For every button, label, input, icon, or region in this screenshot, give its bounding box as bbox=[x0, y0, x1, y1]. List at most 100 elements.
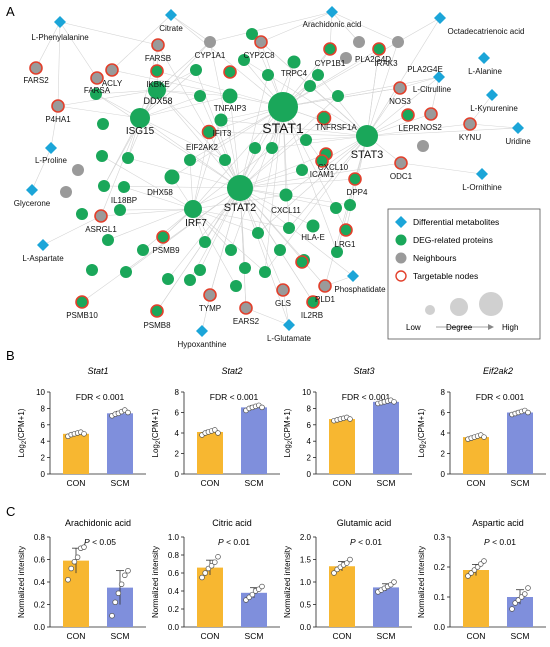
network-edge-150 bbox=[42, 215, 102, 246]
x-tick-label-eif2ak2-scm: SCM bbox=[511, 478, 530, 488]
protein-node-unlabeled-5 bbox=[190, 64, 202, 76]
protein-node-unlabeled-1 bbox=[262, 69, 274, 81]
metabolite-node-l-aspartate bbox=[37, 239, 49, 251]
legend-degree-bubble-high bbox=[479, 292, 503, 316]
network-edge-96 bbox=[57, 105, 141, 119]
legend-degree-low: Low bbox=[406, 323, 421, 332]
network-edge-30 bbox=[156, 89, 241, 189]
neighbour-node-cyp2c8 bbox=[254, 35, 268, 49]
neighbour-node-pla2g4e bbox=[392, 36, 404, 48]
neighbour-node-unlabeled-2 bbox=[340, 52, 352, 64]
y-tick-label-stat2-4: 8 bbox=[175, 388, 180, 397]
protein-node-unlabeled-31 bbox=[330, 202, 342, 214]
protein-node-il18bp bbox=[118, 181, 130, 193]
network-edge-77 bbox=[366, 123, 471, 137]
node-label-l-citrulline: L-Citrulline bbox=[413, 85, 452, 94]
y-tick-label-stat2-1: 2 bbox=[175, 450, 180, 459]
y-tick-label-stat2-0: 0 bbox=[175, 470, 180, 479]
protein-node-unlabeled-39 bbox=[194, 90, 206, 102]
network-edge-45 bbox=[239, 187, 354, 277]
protein-node-cyp1b1 bbox=[323, 42, 337, 56]
protein-node-dpp4 bbox=[348, 172, 362, 186]
network-edge-85 bbox=[271, 135, 368, 149]
metabolite-node-citrate bbox=[165, 9, 177, 21]
data-point-glutamic-acid-scm-5 bbox=[391, 579, 397, 585]
y-tick-label-arachidonic-acid-2: 0.4 bbox=[34, 578, 46, 587]
neighbour-node-unlabeled-1 bbox=[60, 186, 72, 198]
network-edge-31 bbox=[229, 95, 241, 189]
node-label-trpc4: TRPC4 bbox=[281, 69, 308, 78]
network-edge-120 bbox=[192, 208, 237, 287]
neighbour-node-nos3 bbox=[393, 81, 407, 95]
network-edge-171 bbox=[239, 187, 247, 309]
network-edge-95 bbox=[139, 44, 159, 119]
legend-symbol-differential-metabolites bbox=[395, 216, 407, 228]
node-label-dhx58: DHX58 bbox=[147, 188, 173, 197]
metabolite-node-octadecatrienoic-acid bbox=[434, 12, 446, 24]
network-edge-12 bbox=[111, 69, 284, 108]
node-label-phosphatidate: Phosphatidate bbox=[334, 285, 386, 294]
y-axis-label-glutamic-acid: Normalized intensity bbox=[283, 546, 292, 618]
network-edge-170 bbox=[239, 187, 284, 291]
protein-node-unlabeled-9 bbox=[274, 244, 286, 256]
chart-title-citric-acid: Citric acid bbox=[212, 518, 252, 528]
y-tick-label-eif2ak2-2: 4 bbox=[441, 429, 446, 438]
bar-stat3-scm bbox=[373, 401, 399, 474]
node-label-isg15: ISG15 bbox=[126, 126, 155, 137]
data-point-arachidonic-acid-scm-0 bbox=[109, 612, 115, 619]
data-point-stat2-scm-5 bbox=[259, 404, 265, 411]
node-label-acly: ACLY bbox=[102, 79, 123, 88]
metabolite-node-phosphatidate bbox=[347, 270, 359, 282]
data-point-stat3-con-5 bbox=[347, 416, 353, 422]
node-label-dpp4: DPP4 bbox=[347, 188, 368, 197]
y-tick-label-arachidonic-acid-0: 0.0 bbox=[34, 623, 46, 632]
y-tick-label-stat1-3: 6 bbox=[41, 421, 46, 430]
y-tick-label-eif2ak2-1: 2 bbox=[441, 450, 446, 459]
network-edge-15 bbox=[282, 76, 440, 108]
x-tick-label-stat3-scm: SCM bbox=[377, 478, 396, 488]
legend-degree-high: High bbox=[502, 323, 518, 332]
network-edge-143 bbox=[397, 17, 441, 43]
node-label-pla2g4d: PLA2G4D bbox=[355, 55, 391, 64]
data-point-arachidonic-acid-con-1 bbox=[68, 565, 74, 572]
protein-node-psmb8 bbox=[150, 304, 164, 318]
x-tick-label-aspartic-acid-scm: SCM bbox=[511, 631, 530, 641]
node-label-nos3: NOS3 bbox=[389, 97, 411, 106]
protein-node-unlabeled-35 bbox=[249, 142, 261, 154]
protein-node-unlabeled-25 bbox=[120, 266, 132, 278]
y-tick-label-aspartic-acid-1: 0.1 bbox=[434, 593, 446, 602]
node-label-p4ha1: P4HA1 bbox=[45, 115, 71, 124]
protein-node-unlabeled-22 bbox=[76, 208, 88, 220]
network-edge-22 bbox=[264, 106, 284, 273]
neighbour-node-nos2 bbox=[424, 107, 438, 121]
protein-node-unlabeled-2 bbox=[304, 80, 316, 92]
bar-eif2ak2-scm bbox=[507, 412, 533, 474]
x-tick-label-stat1-con: CON bbox=[67, 478, 86, 488]
protein-node-unlabeled-14 bbox=[331, 246, 343, 258]
network-edge-140 bbox=[331, 11, 360, 43]
protein-node-stat3 bbox=[356, 125, 378, 147]
x-tick-label-glutamic-acid-con: CON bbox=[333, 631, 352, 641]
node-label-lrg1: LRG1 bbox=[335, 240, 356, 249]
data-point-arachidonic-acid-scm-4 bbox=[122, 572, 128, 578]
protein-node-unlabeled-8 bbox=[252, 227, 264, 239]
data-point-arachidonic-acid-con-3 bbox=[74, 554, 81, 560]
network-edge-107 bbox=[192, 131, 210, 210]
protein-node-unlabeled-32 bbox=[114, 204, 126, 216]
chart-annotation-stat1: FDR < 0.001 bbox=[76, 392, 125, 402]
bar-stat1-con bbox=[63, 433, 89, 474]
protein-node-il2rb bbox=[306, 295, 320, 309]
protein-node-unlabeled-15 bbox=[219, 154, 231, 166]
network-edge-136 bbox=[111, 14, 172, 71]
network-edge-89 bbox=[288, 135, 368, 229]
network-edge-167 bbox=[81, 187, 241, 303]
protein-node-unlabeled-10 bbox=[225, 244, 237, 256]
network-edge-102 bbox=[139, 95, 201, 119]
x-tick-label-eif2ak2-con: CON bbox=[467, 478, 486, 488]
node-label-farsa: FARSA bbox=[84, 86, 111, 95]
metabolite-node-glycerone bbox=[26, 184, 38, 196]
protein-node-hla-e bbox=[306, 219, 320, 233]
protein-node-unlabeled-18 bbox=[97, 118, 109, 130]
node-label-tnfaip3: TNFAIP3 bbox=[214, 104, 247, 113]
x-tick-label-arachidonic-acid-scm: SCM bbox=[111, 631, 130, 641]
